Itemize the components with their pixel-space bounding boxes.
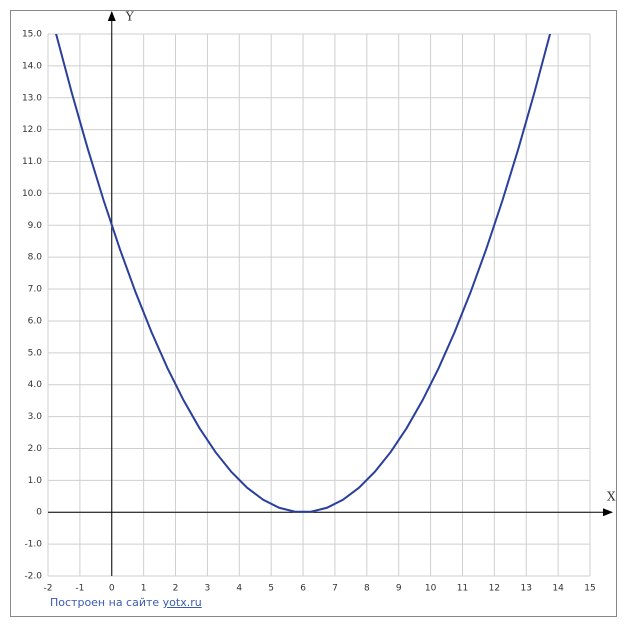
y-tick-label: -1.0: [24, 540, 42, 550]
footer-text: Построен на сайте: [50, 596, 160, 609]
x-tick-label: 11: [457, 584, 468, 594]
y-tick-label: 5.0: [28, 348, 43, 358]
x-tick-label: 12: [489, 584, 500, 594]
x-tick-label: 15: [584, 584, 595, 594]
y-tick-label: -2.0: [24, 572, 42, 582]
x-tick-label: 1: [141, 584, 147, 594]
footer-link[interactable]: yotx.ru: [162, 596, 202, 609]
y-tick-label: 0: [36, 508, 42, 518]
x-axis-label: X: [607, 490, 616, 504]
y-tick-label: 13.0: [22, 93, 42, 103]
x-tick-label: 2: [173, 584, 179, 594]
y-tick-label: 4.0: [28, 380, 43, 390]
y-tick-label: 6.0: [28, 316, 43, 326]
x-tick-label: 6: [300, 584, 306, 594]
x-tick-label: 5: [268, 584, 274, 594]
frame: [10, 10, 617, 617]
y-tick-label: 7.0: [28, 285, 43, 295]
y-tick-label: 15.0: [22, 30, 42, 40]
y-tick-label: 9.0: [28, 221, 43, 231]
y-tick-label: 1.0: [28, 476, 43, 486]
x-tick-label: 3: [205, 584, 211, 594]
x-tick-label: -2: [44, 584, 53, 594]
x-tick-label: 13: [521, 584, 532, 594]
y-axis-label: Y: [125, 10, 135, 24]
x-tick-label: 10: [425, 584, 437, 594]
y-tick-label: 14.0: [22, 61, 42, 71]
x-tick-label: 7: [332, 584, 338, 594]
x-tick-label: 9: [396, 584, 402, 594]
y-tick-label: 3.0: [28, 412, 43, 422]
y-tick-label: 8.0: [28, 253, 43, 263]
y-tick-label: 12.0: [22, 125, 42, 135]
curve: [55, 34, 552, 513]
y-tick-label: 2.0: [28, 444, 43, 454]
y-tick-label: 11.0: [22, 157, 42, 167]
x-tick-label: 0: [109, 584, 115, 594]
x-tick-label: 8: [364, 584, 370, 594]
x-tick-label: -1: [75, 584, 84, 594]
y-tick-label: 10.0: [22, 189, 42, 199]
x-tick-label: 14: [552, 584, 564, 594]
x-tick-label: 4: [236, 584, 242, 594]
footer: Построен на сайте yotx.ru: [50, 596, 202, 609]
